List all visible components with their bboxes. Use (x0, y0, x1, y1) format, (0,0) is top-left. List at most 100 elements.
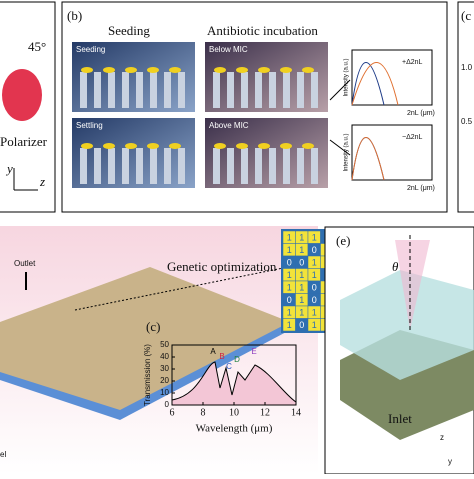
pillar (80, 148, 87, 184)
edge-label: el (0, 450, 6, 459)
polarizer: Polarizer (0, 134, 48, 149)
bacteria (214, 67, 226, 73)
pillar (255, 72, 262, 108)
bacteria (280, 143, 292, 149)
bacteria (302, 67, 314, 73)
peak-label: A (210, 347, 216, 356)
matrix-digit: 1 (299, 283, 304, 293)
matrix-digit: 1 (312, 320, 317, 330)
x-label: 2nL (μm) (407, 110, 435, 117)
spectrum (351, 62, 385, 106)
matrix-digit: 1 (287, 245, 292, 255)
x-label: 2nL (μm) (407, 185, 435, 192)
pillar (150, 72, 157, 108)
curve-fill (171, 361, 297, 406)
sphere (2, 69, 42, 121)
y-tick-label: 50 (160, 340, 169, 349)
matrix-digit: 0 (299, 258, 304, 268)
matrix-digit: 1 (287, 233, 292, 243)
matrix-digit: 1 (312, 270, 317, 280)
bacteria (81, 143, 93, 149)
bacteria (169, 143, 181, 149)
spectrum (351, 137, 385, 181)
matrix-digit: 0 (312, 283, 317, 293)
image-tile (205, 42, 328, 112)
pillar (94, 72, 101, 108)
y-tick-label: 20 (160, 376, 169, 385)
tile-label: Settling (76, 121, 103, 130)
metasurface (0, 267, 290, 410)
y-label: Transmission (%) (143, 344, 152, 406)
bacteria (280, 67, 292, 73)
outlet: Outlet (14, 259, 36, 268)
pillar (122, 72, 129, 108)
image-tile (72, 118, 195, 188)
column-title: Antibiotic incubation (207, 23, 318, 38)
plot-frame (351, 49, 433, 106)
image-tile (205, 118, 328, 188)
arrow (329, 79, 351, 101)
matrix-digit: 0 (312, 245, 317, 255)
x-tick-label: 6 (170, 407, 175, 418)
image-tile (72, 42, 195, 112)
bacteria (302, 143, 314, 149)
arrow (329, 139, 351, 156)
matrix-digit: 1 (312, 258, 317, 268)
pillar (283, 72, 290, 108)
matrix-digit: 0 (287, 258, 292, 268)
bacteria (214, 143, 226, 149)
pillar (213, 72, 220, 108)
panel-label: (c) (146, 319, 160, 334)
pillar (269, 148, 276, 184)
angle: θ (392, 259, 399, 274)
panel-label: (b) (67, 8, 82, 23)
tick-label: 0.5 (461, 117, 473, 126)
tick-label: 1.0 (461, 63, 473, 72)
bacteria (258, 67, 270, 73)
pillar (136, 72, 143, 108)
bacteria (125, 67, 137, 73)
pillar (297, 148, 304, 184)
shift: +Δ2nL (402, 59, 423, 66)
matrix-digit: 1 (299, 233, 304, 243)
matrix-digit: 0 (299, 320, 304, 330)
panel-border (457, 1, 474, 213)
optimization: Genetic optimization (167, 259, 277, 274)
pillar (178, 148, 185, 184)
panel-border (61, 1, 448, 213)
chamber (340, 270, 474, 380)
bacteria (169, 67, 181, 73)
tile-label: Seeding (76, 45, 105, 54)
pillar (241, 72, 248, 108)
y-tick-label: 10 (160, 388, 169, 397)
axis-label: z (39, 174, 45, 189)
x-tick-label: 12 (260, 407, 270, 418)
pillar (164, 148, 171, 184)
bacteria (125, 143, 137, 149)
matrix-digit: 1 (287, 270, 292, 280)
pillar (136, 148, 143, 184)
panel-label: (e) (336, 233, 350, 248)
pillar (283, 148, 290, 184)
matrix-digit: 1 (287, 283, 292, 293)
y-label: Intensity (a.u.) (344, 58, 350, 96)
matrix-digit: 1 (299, 245, 304, 255)
pillar (269, 72, 276, 108)
shift: −Δ2nL (402, 134, 423, 141)
bacteria (103, 67, 115, 73)
bacteria (147, 67, 159, 73)
x-tick-label: 14 (291, 407, 301, 418)
pillar (122, 148, 129, 184)
pillar (241, 148, 248, 184)
pillar (213, 148, 220, 184)
x-label: Wavelength (μm) (196, 423, 273, 435)
bacteria (236, 67, 248, 73)
column-title: Seeding (108, 23, 150, 38)
inlet: Inlet (388, 411, 412, 426)
peak-label: D (234, 355, 240, 364)
matrix-digit: 0 (287, 295, 292, 305)
matrix-digit: 1 (312, 233, 317, 243)
matrix-digit: 1 (287, 320, 292, 330)
pillar (150, 148, 157, 184)
